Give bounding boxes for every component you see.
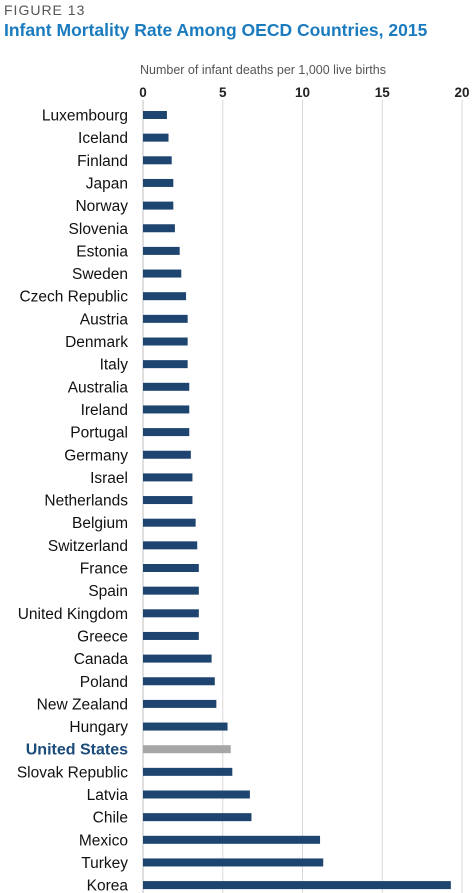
category-label: Sweden xyxy=(72,266,128,283)
x-tick-label: 15 xyxy=(375,85,391,100)
category-label: Luxembourg xyxy=(42,108,128,125)
bar-united-states xyxy=(143,745,231,754)
category-label: Israel xyxy=(90,470,128,487)
x-tick-label: 5 xyxy=(219,85,227,100)
category-label: Greece xyxy=(77,628,128,645)
bar-france xyxy=(143,564,199,572)
bar-australia xyxy=(143,382,190,391)
bar-japan xyxy=(143,178,174,187)
category-label: Czech Republic xyxy=(19,289,128,306)
bar-norway xyxy=(143,201,174,210)
bar-estonia xyxy=(143,246,180,255)
bar-belgium xyxy=(143,518,196,527)
category-label: United Kingdom xyxy=(18,606,128,623)
category-label: Netherlands xyxy=(44,493,128,510)
category-label: Belgium xyxy=(72,515,128,532)
category-label: Canada xyxy=(74,651,129,668)
bar-greece xyxy=(143,631,199,640)
category-label: Australia xyxy=(68,379,129,396)
category-label: Iceland xyxy=(78,130,128,147)
category-label: Denmark xyxy=(65,334,128,351)
x-tick-label: 0 xyxy=(139,85,147,100)
x-tick-label: 20 xyxy=(454,85,469,100)
bar-israel xyxy=(143,473,193,482)
bar-italy xyxy=(143,360,188,369)
bar-chile xyxy=(143,813,252,822)
bar-switzerland xyxy=(143,541,198,550)
figure-label: FIGURE 13 xyxy=(4,2,86,18)
category-label: Chile xyxy=(93,810,128,827)
bar-sweden xyxy=(143,269,182,278)
category-label: Slovak Republic xyxy=(17,764,128,781)
bar-slovenia xyxy=(143,224,175,233)
bar-ireland xyxy=(143,405,190,414)
category-label: Japan xyxy=(86,175,128,192)
category-label: France xyxy=(80,561,128,578)
bar-korea xyxy=(143,881,451,890)
category-label: Portugal xyxy=(70,425,128,442)
bar-czech-republic xyxy=(143,292,187,301)
bar-canada xyxy=(143,654,212,663)
x-tick-label: 10 xyxy=(295,85,310,100)
bar-finland xyxy=(143,156,172,165)
category-label: Mexico xyxy=(79,832,128,849)
category-label: Slovenia xyxy=(69,221,129,238)
bar-poland xyxy=(143,677,215,686)
category-label: New Zealand xyxy=(37,696,128,713)
bar-turkey xyxy=(143,858,324,867)
bar-netherlands xyxy=(143,496,193,505)
category-label: Korea xyxy=(87,878,129,893)
category-label: United States xyxy=(26,742,128,759)
category-label: Latvia xyxy=(87,787,129,804)
x-axis-label: Number of infant deaths per 1,000 live b… xyxy=(140,63,386,77)
bar-denmark xyxy=(143,337,188,346)
bar-luxembourg xyxy=(143,111,167,119)
category-label: Switzerland xyxy=(48,538,128,555)
bar-spain xyxy=(143,586,199,595)
bar-mexico xyxy=(143,835,321,844)
bar-slovak-republic xyxy=(143,767,233,776)
bar-iceland xyxy=(143,133,169,142)
bar-latvia xyxy=(143,790,250,799)
bar-germany xyxy=(143,450,191,459)
category-label: Turkey xyxy=(81,855,128,872)
category-label: Poland xyxy=(80,674,128,691)
bar-united-kingdom xyxy=(143,609,199,618)
category-label: Germany xyxy=(64,447,128,464)
category-label: Estonia xyxy=(76,243,128,260)
category-label: Spain xyxy=(88,583,128,600)
bar-hungary xyxy=(143,722,228,731)
category-label: Ireland xyxy=(81,402,128,419)
chart-title: Infant Mortality Rate Among OECD Countri… xyxy=(4,20,428,40)
category-label: Austria xyxy=(80,311,129,328)
category-label: Norway xyxy=(75,198,128,215)
bar-portugal xyxy=(143,428,190,437)
bar-new-zealand xyxy=(143,699,217,708)
category-label: Finland xyxy=(77,153,128,170)
category-label: Italy xyxy=(100,357,129,374)
category-label: Hungary xyxy=(69,719,128,736)
bar-austria xyxy=(143,314,188,323)
